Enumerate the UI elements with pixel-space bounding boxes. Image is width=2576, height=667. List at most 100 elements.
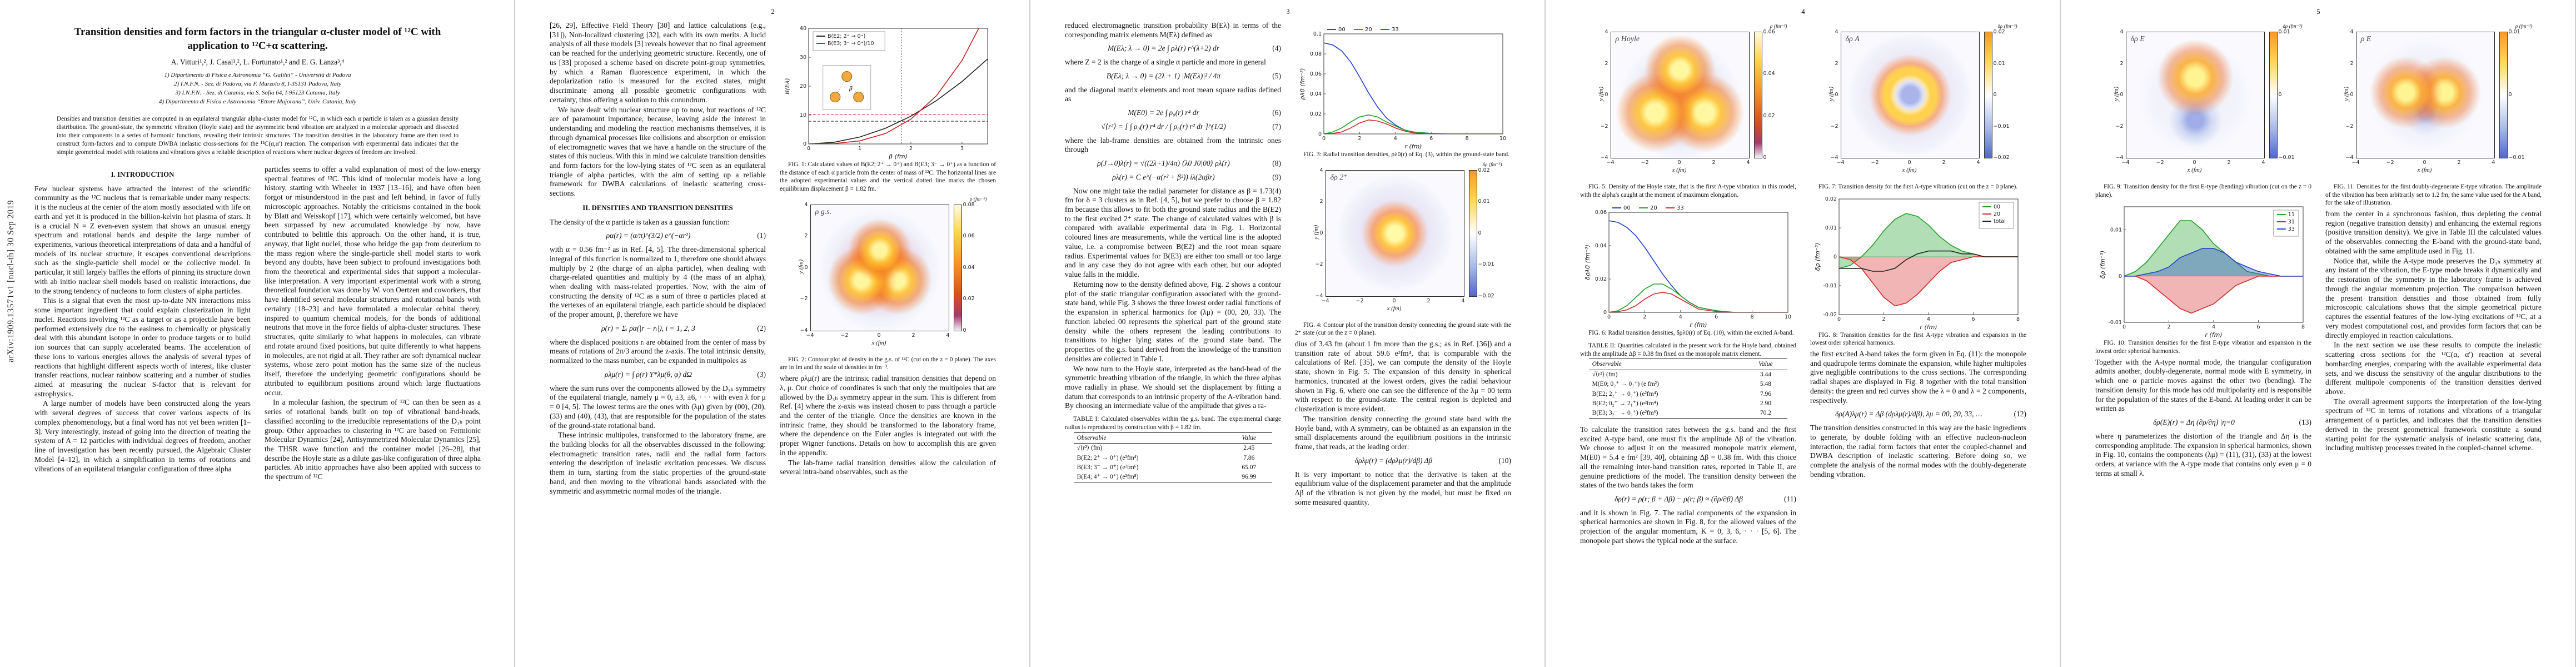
colorbar-label: ρ (fm⁻³) (1770, 24, 1787, 29)
table-2-block: TABLE II: Quantities calculated in the p… (1580, 342, 1796, 419)
tick-label: 2 (1835, 60, 1838, 67)
contour-plot (2125, 32, 2265, 158)
equation-body: √⟨r²⟩ = [ ∫ ρ₀(r) r⁴ dr / ∫ ρ₀(r) r² dr … (1101, 122, 1226, 131)
arxiv-stamp: arXiv:1909.13571v1 [nucl-th] 30 Sep 2019 (6, 200, 16, 362)
paragraph: We now turn to the Hoyle state, interpre… (1065, 364, 1281, 410)
tick-label: −4 (800, 327, 808, 334)
equation-8: ρ(J→0)λ(r) = √((2λ+1)/4π) ⟨λ0 J0|00⟩ ρλ(… (1065, 159, 1281, 168)
tick-label: 0 (1392, 297, 1396, 304)
left-column: [26, 29], Effective Field Theory [30] an… (550, 21, 766, 496)
paragraph: where the displaced positions rᵢ are obt… (550, 337, 766, 365)
paragraph: the first excited A-band takes the form … (1810, 350, 2026, 405)
tick-label: 0.01 (2278, 29, 2290, 35)
tick-label: −4 (806, 332, 814, 339)
svg-text:20: 20 (1994, 211, 2000, 217)
tick-label: 4 (1461, 297, 1465, 304)
svg-text:10: 10 (1784, 314, 1791, 320)
right-column: ρ E 4 2 0 −2 −4 −4 −2 0 2 4 x (fm) y (fm) 0.01 0 −0.01 ρ… (2325, 21, 2542, 479)
figure-4: δρ 2⁺ 4 2 0 −2 −4 −4 −2 0 2 4 x (fm) y (fm) 0.02 0.01 0… (1295, 161, 1511, 337)
svg-text:8: 8 (2016, 316, 2019, 322)
tick-label: −0.02 (1993, 155, 2010, 161)
svg-text:β (fm): β (fm) (888, 153, 908, 160)
tick-label: 0.02 (1478, 167, 1490, 173)
tick-label: 0.06 (1763, 29, 1775, 35)
svg-text:33: 33 (2288, 226, 2294, 232)
equation-body: ρλ(r) = C e^(−α(r² + β²)) iλ(2αβr) (1112, 172, 1215, 181)
fig8-chart: 0 2 4 6 8 -0.02 -0.01 0 0.01 0.02 r (fm) δρ (fm⁻³) 0… (1813, 193, 2024, 331)
equation-number: (6) (1272, 108, 1281, 117)
tick-label: 0 (1605, 92, 1608, 98)
tick-label: 0 (1677, 160, 1681, 166)
tick-label: −2 (2345, 123, 2354, 130)
equation-body: ρ(J→0)λ(r) = √((2λ+1)/4π) ⟨λ0 J0|00⟩ ρλ(… (1097, 159, 1230, 168)
contour-plot (1840, 32, 1980, 158)
page-number: 3 (1286, 8, 1290, 16)
equation-number: (7) (1272, 122, 1281, 131)
svg-text:4: 4 (1678, 314, 1682, 320)
tick-label: −0.02 (1478, 292, 1494, 299)
paragraph: This is a signal that even the most up-t… (34, 296, 251, 398)
svg-text:20: 20 (1650, 205, 1657, 211)
tick-label: 4 (2492, 160, 2495, 166)
equation-10: δρλμ(r) = (dρλμ(r)/dβ) Δβ (10) (1295, 456, 1511, 466)
fig10-chart: 0 2 4 6 8 -0.01 0 0.01 r (fm) δρ (fm⁻³) 11 31 33 (2099, 201, 2309, 339)
figure-10: 0 2 4 6 8 -0.01 0 0.01 r (fm) δρ (fm⁻³) 11 31 33 FIG… (2095, 201, 2311, 355)
tick-label: 0 (963, 327, 966, 334)
svg-text:31: 31 (2288, 219, 2294, 225)
colorbar-label: ρ (fm⁻³) (969, 196, 987, 202)
tick-label: 4 (2350, 29, 2354, 35)
fig7-caption: FIG. 7: Transition density for the first… (1818, 183, 2018, 190)
tick-label: 0 (2423, 160, 2426, 166)
svg-text:0.04: 0.04 (1595, 243, 1606, 249)
contour-label: ρ g.s. (815, 207, 832, 216)
equation-9: ρλ(r) = C e^(−α(r² + β²)) iλ(2αβr) (9) (1065, 173, 1281, 182)
equation-2: ρ(r) = Σᵢ ρα(|r − rᵢ|), i = 1, 2, 3 (2) (550, 324, 766, 334)
svg-text:r (fm): r (fm) (2205, 331, 2222, 339)
tick-label: −4 (2115, 155, 2124, 161)
tick-label: −4 (1830, 155, 1838, 161)
table-row: √⟨r²⟩ (fm) 3.44 (1592, 371, 1771, 379)
affiliation-2: 2) I.N.F.N. - Sez. di Padova, via F. Mar… (173, 81, 342, 88)
tick-label: −4 (2121, 160, 2130, 166)
tick-label: 4 (1319, 167, 1323, 173)
colorbar-label: ρ (fm⁻³) (2515, 24, 2533, 29)
table-row: B(E2; 2₂⁺ → 0₂⁺) (e²fm⁴) 7.96 (1592, 390, 1771, 397)
equation-body: δρλμ(r) = (dρλμ(r)/dβ) Δβ (1354, 456, 1433, 465)
svg-text:r (fm): r (fm) (1690, 321, 1707, 328)
colorbar (1468, 170, 1477, 297)
svg-text:2: 2 (2167, 324, 2170, 330)
table-row: B(E3; 3₂⁻ → 0₂⁺) (e²fm⁶) 70.2 (1592, 410, 1771, 417)
figure-3: 0 2 4 6 8 10 0 0.02 0.04 0.06 0.08 0.1 r (fm) ρλ0 (fm… (1295, 23, 1511, 159)
equation-12: δρ(A)λμ(r) = Δβ (dρλμ(r)/dβ), λμ = 00, 2… (1810, 410, 2026, 419)
fig11-caption: FIG. 11: Densities for the first doubly-… (2325, 183, 2542, 207)
svg-text:20: 20 (799, 83, 806, 89)
equation-number: (3) (757, 370, 766, 379)
tick-label: −2 (800, 296, 808, 302)
paragraph: To calculate the transition rates betwee… (1580, 425, 1796, 490)
tick-label: 4 (804, 201, 808, 208)
fig3-caption: FIG. 3: Radial transition densities, ρλ0… (1303, 151, 1509, 158)
fig5-contour: ρ Hoyle 4 2 0 −2 −4 −4 −2 0 2 4 x (fm) y (fm) 0.06 0.0… (1587, 23, 1790, 182)
svg-text:0: 0 (1603, 310, 1606, 316)
contour-plot (1610, 32, 1750, 158)
paragraph: The overall agreement supports the inter… (2325, 397, 2542, 452)
tick-label: −2 (1641, 160, 1649, 166)
table-1-block: TABLE I: Calculated observables within t… (1065, 415, 1281, 482)
tick-label: 4 (1605, 29, 1608, 35)
svg-text:11: 11 (2288, 212, 2294, 218)
paragraph: The lab-frame radial transition densitie… (780, 458, 996, 476)
equation-4: M(Eλ; λ → 0) = 2e ∫ ρλ(r) r^(λ+2) dr (4) (1065, 44, 1281, 53)
tick-label: 0 (1835, 92, 1838, 98)
equation-5: B(Eλ; λ → 0) = (2λ + 1) |M(Eλ)|² / 4π (5… (1065, 72, 1281, 81)
abstract: Densities and transition densities are c… (57, 115, 459, 156)
svg-text:4: 4 (1393, 136, 1397, 142)
tick-label: 2 (1712, 160, 1716, 166)
fig6-caption: FIG. 6: Radial transition densities, δρλ… (1588, 330, 1794, 337)
paper-title: Transition densities and form factors in… (74, 26, 441, 52)
equation-number: (8) (1272, 159, 1281, 168)
tick-label: −2 (1315, 261, 1323, 268)
table-2: Observable Value √⟨r²⟩ (fm) 3.44 M(E0; 0₂⁺ →… (1588, 359, 1788, 419)
y-axis-label: y (fm) (797, 259, 804, 274)
tick-label: 0 (1907, 160, 1911, 166)
svg-text:δρ (fm⁻³): δρ (fm⁻³) (1814, 242, 1821, 271)
